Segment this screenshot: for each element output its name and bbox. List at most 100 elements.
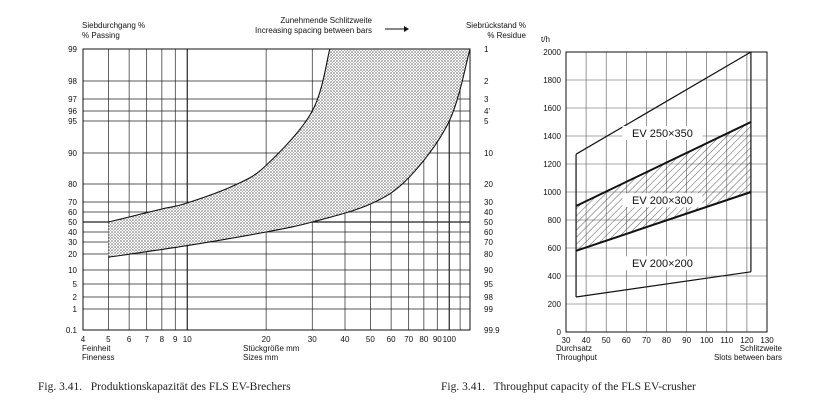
left-y-tick-label: 99 xyxy=(68,45,77,54)
right-series-line xyxy=(575,51,752,155)
left-x-tick-label: 70 xyxy=(404,335,413,344)
left-x-tick-label: 50 xyxy=(366,335,375,344)
right-series-line xyxy=(575,191,752,252)
right-y-tick-label: 200 xyxy=(548,300,562,309)
right-y-tick-label: 1400 xyxy=(543,132,561,141)
left-right-tick-label: 20 xyxy=(484,180,493,189)
left-y-tick-label: 60 xyxy=(68,208,77,217)
left-y-tick-label: 50 xyxy=(68,218,77,227)
right-x-tick-label: 60 xyxy=(622,336,631,345)
left-right-tick-label: 50 xyxy=(484,218,493,227)
left-x-tick-label: 80 xyxy=(419,335,428,344)
series-label: EV 200×300 xyxy=(632,195,693,207)
left-y-tick-label: 2 xyxy=(73,293,78,302)
left-x-tick-label: 8 xyxy=(160,335,165,344)
top-annotation-line2: Increasing spacing between bars xyxy=(255,26,372,35)
left-y-tick-label: 98 xyxy=(68,77,77,86)
series-label-bg xyxy=(622,126,703,140)
left-x-tick-label: 60 xyxy=(387,335,396,344)
left-right-tick-label: 3 xyxy=(484,95,489,104)
right-xlabel-left-1: Durchsatz xyxy=(556,344,592,353)
right-chart-hatched-band xyxy=(576,122,751,251)
right-chart-y-tick-labels: 0 200 400 600 800 1000 1200 1400 1600 1800 2000 xyxy=(543,48,561,337)
right-y-tick-label: 1800 xyxy=(543,76,561,85)
series-label-bg xyxy=(622,256,703,271)
right-x-tick-label: 120 xyxy=(740,336,754,345)
left-right-tick-label: 99.9 xyxy=(484,326,500,335)
right-series-line xyxy=(575,121,752,207)
left-x-tick-label: 40 xyxy=(341,335,350,344)
right-ylabel-line2: % Residue xyxy=(487,31,526,40)
left-y-tick-label: 5 xyxy=(73,280,78,289)
right-chart-throughput: 0 200 400 600 800 1000 1200 1400 1600 1800 2000 30… xyxy=(541,35,783,362)
left-x-tick-label: 9 xyxy=(173,335,178,344)
left-right-tick-label: 2 xyxy=(484,77,489,86)
left-x-tick-label: 90 xyxy=(433,335,442,344)
left-x-tick-label: 4 xyxy=(81,335,86,344)
right-y-tick-label: 400 xyxy=(548,272,562,281)
right-series-line xyxy=(575,271,752,298)
right-y-tick-label: 600 xyxy=(548,244,562,253)
right-chart-lines xyxy=(575,51,752,298)
right-xlabel-right-1: Schlitzweite xyxy=(740,344,783,353)
right-y-tick-label: 1000 xyxy=(543,188,561,197)
left-right-tick-label: 40 xyxy=(484,208,493,217)
left-x-tick-label: 7 xyxy=(144,335,149,344)
left-y-tick-label: 70 xyxy=(68,198,77,207)
series-label-bg xyxy=(622,193,703,208)
right-x-tick-label: 100 xyxy=(700,336,714,345)
left-right-tick-label: 99 xyxy=(484,305,493,314)
left-chart-x-tick-labels: 4 5 6 7 8 9 10 20 30 40 50 60 70 80 90 100 xyxy=(81,335,457,344)
left-y-tick-label: 10 xyxy=(68,266,77,275)
left-y-tick-label: 40 xyxy=(68,228,77,237)
right-y-tick-label: 1200 xyxy=(543,160,561,169)
right-x-tick-label: 40 xyxy=(582,336,591,345)
left-xlabel-size-2: Sizes mm xyxy=(243,353,278,362)
right-chart-series-labels: EV 250×350 EV 200×300 EV 200×200 xyxy=(622,126,703,271)
left-x-tick-label: 30 xyxy=(308,335,317,344)
left-right-tick-label: 90 xyxy=(484,266,493,275)
right-x-tick-label: 110 xyxy=(720,336,733,345)
top-annotation-arrow xyxy=(385,26,409,32)
left-right-tick-label: 4' xyxy=(484,107,490,116)
left-x-tick-label: 10 xyxy=(183,335,192,344)
right-x-tick-label: 90 xyxy=(682,336,691,345)
right-xlabel-right-2: Slots between bars xyxy=(714,353,782,362)
left-right-tick-label: 30 xyxy=(484,198,493,207)
top-annotation-line1: Zunehmende Schlitzweite xyxy=(280,16,372,25)
left-xlabel-fineness-2: Fineness xyxy=(82,353,114,362)
left-right-tick-label: 95 xyxy=(484,280,493,289)
left-y-tick-label: 1 xyxy=(73,305,78,314)
left-ylabel-line2: % Passing xyxy=(82,31,120,40)
left-chart-upper-boundary xyxy=(108,48,331,223)
right-x-tick-label: 130 xyxy=(760,336,774,345)
left-y-tick-label: 90 xyxy=(68,149,77,158)
series-label: EV 200×200 xyxy=(632,258,693,270)
left-chart-lower-boundary xyxy=(108,48,471,258)
left-right-tick-label: 10 xyxy=(484,149,493,158)
right-x-tick-label: 30 xyxy=(562,336,571,345)
left-x-tick-label: 20 xyxy=(262,335,271,344)
left-y-tick-label: 20 xyxy=(68,250,77,259)
left-y-tick-label: 97 xyxy=(68,95,77,104)
left-right-tick-label: 70 xyxy=(484,238,493,247)
left-chart-shaded-band xyxy=(108,49,471,258)
left-xlabel-size-1: Stückgröße mm xyxy=(243,344,300,353)
left-x-tick-label: 100 xyxy=(443,335,457,344)
left-y-tick-label: 30 xyxy=(68,238,77,247)
right-y-tick-label: 2000 xyxy=(543,48,561,57)
right-ylabel-line1: Siebrückstand % xyxy=(466,21,526,30)
series-label: EV 250×350 xyxy=(632,128,693,140)
left-y-tick-label: 0.1 xyxy=(66,326,78,335)
left-right-tick-label: 80 xyxy=(484,250,493,259)
right-y-tick-label: 1600 xyxy=(543,104,561,113)
right-chart-frame xyxy=(565,51,768,333)
caption-left: Fig. 3.41. Produktionskapazität des FLS … xyxy=(38,381,291,393)
left-xlabel-fineness-1: Feinheit xyxy=(82,344,111,353)
right-y-tick-label: 800 xyxy=(548,216,562,225)
right-chart-x-tick-labels: 30 40 50 60 70 80 90 100 110 120 130 xyxy=(562,336,775,345)
left-y-tick-label: 80 xyxy=(68,180,77,189)
